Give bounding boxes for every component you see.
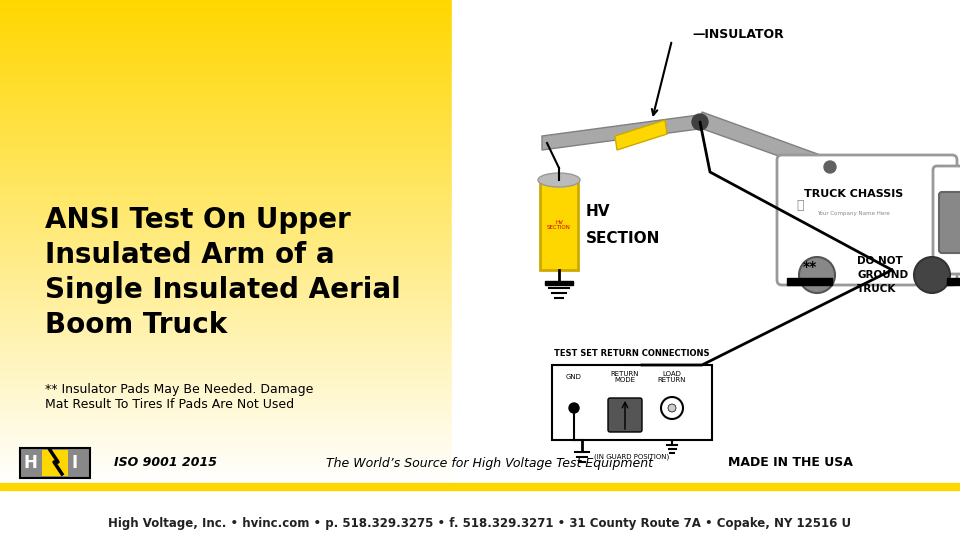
Text: HV
SECTION: HV SECTION	[547, 220, 571, 231]
FancyBboxPatch shape	[608, 398, 642, 432]
Bar	[452, 0, 960, 484]
Bar	[552, 365, 712, 440]
Bar	[20, 448, 90, 478]
Ellipse shape	[538, 173, 580, 187]
FancyBboxPatch shape	[777, 155, 957, 285]
Polygon shape	[700, 112, 834, 175]
Bar	[540, 180, 578, 270]
Text: ** Insulator Pads May Be Needed. Damage: ** Insulator Pads May Be Needed. Damage	[45, 383, 313, 396]
Circle shape	[661, 397, 683, 419]
Bar	[0, 484, 452, 540]
Text: HV: HV	[586, 204, 611, 219]
Text: The World’s Source for High Voltage Test Equipment: The World’s Source for High Voltage Test…	[326, 456, 654, 469]
Bar	[947, 278, 960, 285]
Text: SECTION: SECTION	[586, 231, 660, 246]
Text: TEST SET RETURN CONNECTIONS: TEST SET RETURN CONNECTIONS	[554, 348, 709, 357]
FancyBboxPatch shape	[939, 192, 960, 253]
Text: RETURN
MODE: RETURN MODE	[611, 370, 639, 383]
Text: LOAD
RETURN: LOAD RETURN	[658, 370, 686, 383]
Polygon shape	[542, 114, 706, 150]
Text: ANSI Test On Upper: ANSI Test On Upper	[45, 206, 350, 234]
Text: MADE IN THE USA: MADE IN THE USA	[728, 456, 852, 469]
Circle shape	[824, 161, 836, 173]
Bar	[787, 278, 832, 285]
Circle shape	[799, 257, 835, 293]
Bar	[545, 281, 573, 285]
Text: Insulated Arm of a: Insulated Arm of a	[45, 241, 335, 269]
Text: ISO 9001 2015: ISO 9001 2015	[113, 456, 217, 469]
Text: Boom Truck: Boom Truck	[45, 311, 228, 339]
Circle shape	[914, 257, 950, 293]
Text: I: I	[72, 454, 78, 472]
Text: **: **	[803, 260, 817, 274]
Text: (IN GUARD POSITION): (IN GUARD POSITION)	[594, 454, 670, 460]
Text: TRUCK CHASSIS: TRUCK CHASSIS	[804, 188, 903, 199]
Circle shape	[668, 404, 676, 412]
Bar	[0, 483, 960, 490]
Text: Your Company Name Here: Your Company Name Here	[817, 212, 890, 217]
Text: 🐈: 🐈	[796, 199, 804, 212]
Bar	[0, 490, 960, 540]
Text: GND: GND	[566, 374, 582, 380]
Circle shape	[569, 403, 579, 413]
Polygon shape	[615, 120, 667, 150]
Text: Mat Result To Tires If Pads Are Not Used: Mat Result To Tires If Pads Are Not Used	[45, 397, 294, 410]
Text: DO NOT
GROUND
TRUCK: DO NOT GROUND TRUCK	[857, 256, 908, 294]
Circle shape	[692, 114, 708, 130]
Text: Single Insulated Aerial: Single Insulated Aerial	[45, 276, 400, 304]
Polygon shape	[828, 160, 884, 190]
Text: H: H	[23, 454, 36, 472]
FancyBboxPatch shape	[933, 166, 960, 274]
Text: —INSULATOR: —INSULATOR	[692, 29, 783, 42]
Text: High Voltage, Inc. • hvinc.com • p. 518.329.3275 • f. 518.329.3271 • 31 County R: High Voltage, Inc. • hvinc.com • p. 518.…	[108, 517, 852, 530]
Bar	[42, 450, 68, 476]
